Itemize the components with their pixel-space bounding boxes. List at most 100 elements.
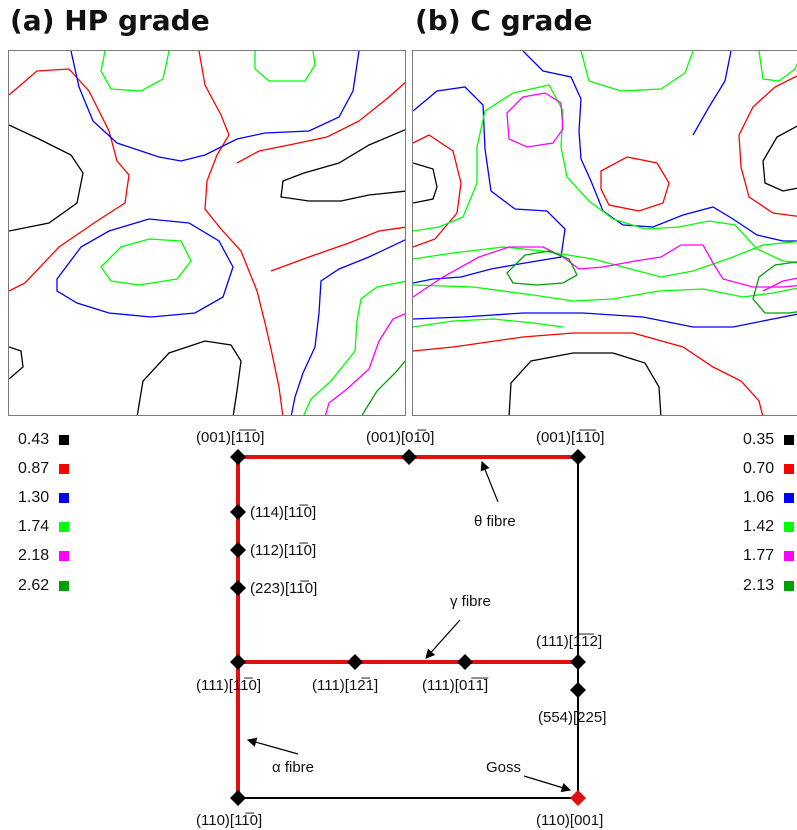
contour-c-magenta — [413, 244, 797, 298]
legend-value: 0.70 — [743, 459, 775, 477]
contour-c-blue — [692, 51, 732, 136]
label-111-121: (111)[12̅1] — [312, 677, 378, 694]
contour-hp-red — [236, 81, 405, 164]
legend-row: 2.18 — [18, 542, 70, 571]
legend-value: 2.62 — [18, 576, 50, 594]
legend-row: 1.74 — [18, 513, 70, 542]
contour-c-black — [413, 162, 438, 204]
label-111-1-10: (111)[11̅0] — [196, 677, 261, 694]
legend-swatch — [59, 492, 70, 503]
legend-value: 1.06 — [743, 488, 775, 506]
contour-c-red — [738, 75, 797, 217]
orientation-marker — [230, 504, 246, 520]
contour-hp-red — [9, 68, 130, 292]
contour-hp-blue — [290, 239, 405, 415]
contour-hp-green — [254, 51, 316, 82]
orientation-marker — [230, 580, 246, 596]
legend-value: 1.42 — [743, 518, 775, 536]
goss-label: Goss — [486, 759, 521, 776]
contour-c-darkgreen — [752, 261, 797, 314]
goss-arrow — [523, 775, 572, 793]
legend-hp: 0.43 0.87 1.30 1.74 2.18 2.62 — [18, 425, 70, 600]
contour-hp-red — [198, 51, 284, 415]
label-110-001: (110)[001] — [536, 812, 603, 829]
legend-swatch — [59, 522, 70, 533]
legend-swatch — [784, 492, 795, 503]
goss-marker — [570, 790, 586, 806]
gamma-fibre-arrow — [425, 619, 461, 659]
legend-row: 1.42 — [743, 513, 795, 542]
contour-c-magenta — [506, 92, 564, 148]
orientation-marker — [347, 654, 363, 670]
contour-hp-black — [9, 124, 84, 232]
legend-value: 2.18 — [18, 547, 50, 565]
orientation-marker — [570, 654, 586, 670]
contour-c-green — [580, 51, 694, 92]
contour-hp-green — [100, 238, 192, 286]
contour-c-blue — [413, 312, 797, 328]
label-001-1-1-0-left: (001)[1̅1̅0] — [196, 429, 264, 446]
legend-value: 1.74 — [18, 518, 50, 536]
contour-hp-blue — [70, 51, 360, 162]
label-111-112: (111)[1̅1̅2] — [536, 633, 602, 650]
legend-swatch — [784, 522, 795, 533]
contour-c-black — [508, 352, 662, 415]
legend-row: 0.87 — [18, 454, 70, 483]
orientation-marker — [230, 542, 246, 558]
legend-c: 0.35 0.70 1.06 1.42 1.77 2.13 — [743, 425, 795, 600]
contour-hp-darkgreen — [361, 360, 405, 415]
legend-row: 2.62 — [18, 571, 70, 600]
alpha-fibre-label: α fibre — [272, 759, 314, 776]
contour-c-green — [413, 318, 564, 328]
contour-c-green — [413, 84, 797, 264]
contour-c-green — [413, 240, 797, 278]
legend-row: 2.13 — [743, 571, 795, 600]
legend-row: 1.30 — [18, 483, 70, 512]
theta-fibre-arrow — [480, 460, 499, 503]
legend-swatch — [784, 434, 795, 445]
legend-row: 0.43 — [18, 425, 70, 454]
gamma-fibre-label: γ fibre — [450, 593, 491, 610]
contour-c-red — [413, 134, 462, 248]
contour-c-red — [600, 156, 670, 212]
legend-row: 0.35 — [743, 425, 795, 454]
legend-swatch — [784, 463, 795, 474]
label-112: (112)[11̅0] — [250, 542, 316, 559]
contour-hp-black — [136, 340, 242, 415]
legend-swatch — [59, 463, 70, 474]
contour-c-magenta — [762, 277, 797, 292]
label-114: (114)[11̅0] — [250, 504, 316, 521]
odf-contour-map-c — [412, 50, 797, 416]
contour-hp-black — [9, 346, 24, 380]
label-554-225: (554)[225] — [538, 709, 606, 726]
legend-value: 1.77 — [743, 547, 775, 565]
contour-c-black — [762, 125, 797, 192]
legend-swatch — [59, 580, 70, 591]
legend-swatch — [59, 551, 70, 562]
contour-hp-magenta — [324, 313, 405, 415]
legend-row: 1.77 — [743, 542, 795, 571]
label-110-1-10: (110)[11̅0] — [196, 812, 262, 829]
orientation-marker — [230, 449, 246, 465]
legend-value: 1.30 — [18, 488, 50, 506]
orientation-marker — [457, 654, 473, 670]
panel-a-title: (a) HP grade — [10, 4, 210, 37]
orientation-marker — [230, 790, 246, 806]
legend-value: 0.87 — [18, 459, 50, 477]
theta-fibre-label: θ fibre — [474, 513, 516, 530]
legend-row: 1.06 — [743, 483, 795, 512]
legend-swatch — [59, 434, 70, 445]
odf-contour-map-hp — [8, 50, 406, 416]
orientation-marker — [570, 449, 586, 465]
legend-value: 2.13 — [743, 576, 775, 594]
contour-c-green — [413, 284, 797, 302]
legend-value: 0.35 — [743, 430, 775, 448]
orientation-marker — [230, 654, 246, 670]
contour-c-blue — [522, 51, 797, 242]
contour-hp-green — [100, 51, 170, 92]
legend-swatch — [784, 580, 795, 591]
legend-row: 0.70 — [743, 454, 795, 483]
label-001-0-1-0: (001)[01̅0] — [366, 429, 434, 446]
alpha-fibre-arrow — [246, 737, 299, 755]
